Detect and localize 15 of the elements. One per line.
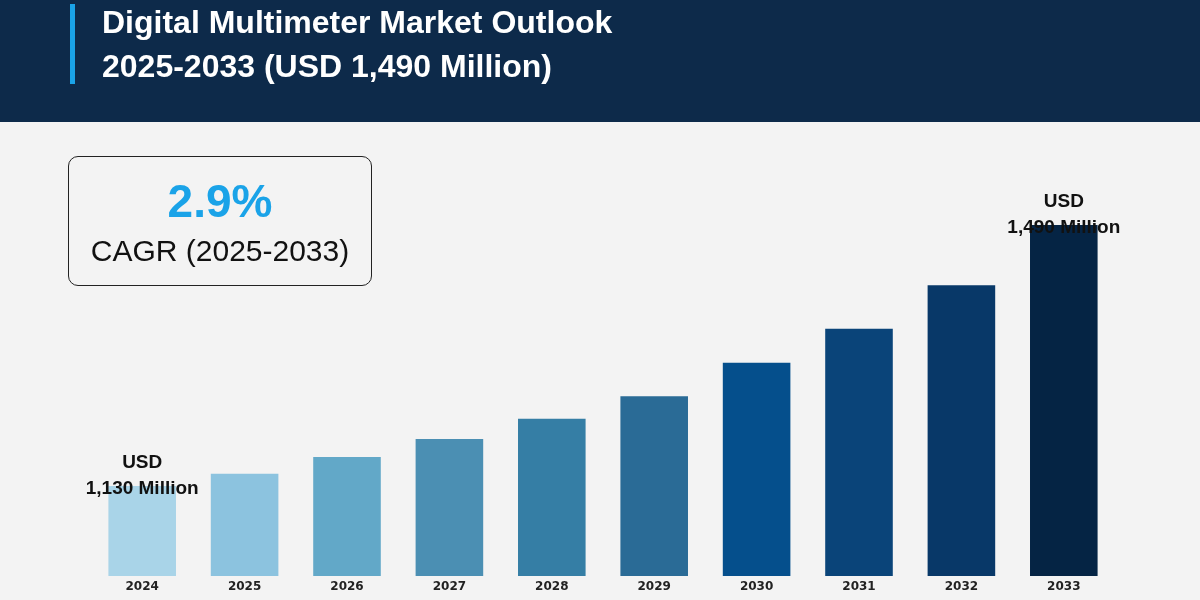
x-tick-label: 2027 [432,578,467,593]
x-tick-label: 2033 [1047,578,1081,593]
x-tick-label: 2028 [535,578,569,593]
annotation: CAGR (2025-2033) [89,233,351,269]
x-tick-label: 2029 [637,578,671,593]
chart-title: Digital Multimeter Market Outlook 2025-2033 (USD 1,490 Million) [102,3,613,86]
text-frame: 2.9% CAGR (2025-2033) [68,156,372,286]
x-tick-label: 2032 [944,578,979,593]
x-tick-label: 2024 [125,578,159,593]
x-tick-label: 2026 [330,578,364,593]
data-label: USD 1,130 Million [85,451,199,499]
x-tick-label: 2031 [842,578,876,593]
annotation: 2.9% [166,175,274,227]
x-tick-label: 2030 [739,578,774,593]
x-tick-label: 2025 [227,578,262,593]
